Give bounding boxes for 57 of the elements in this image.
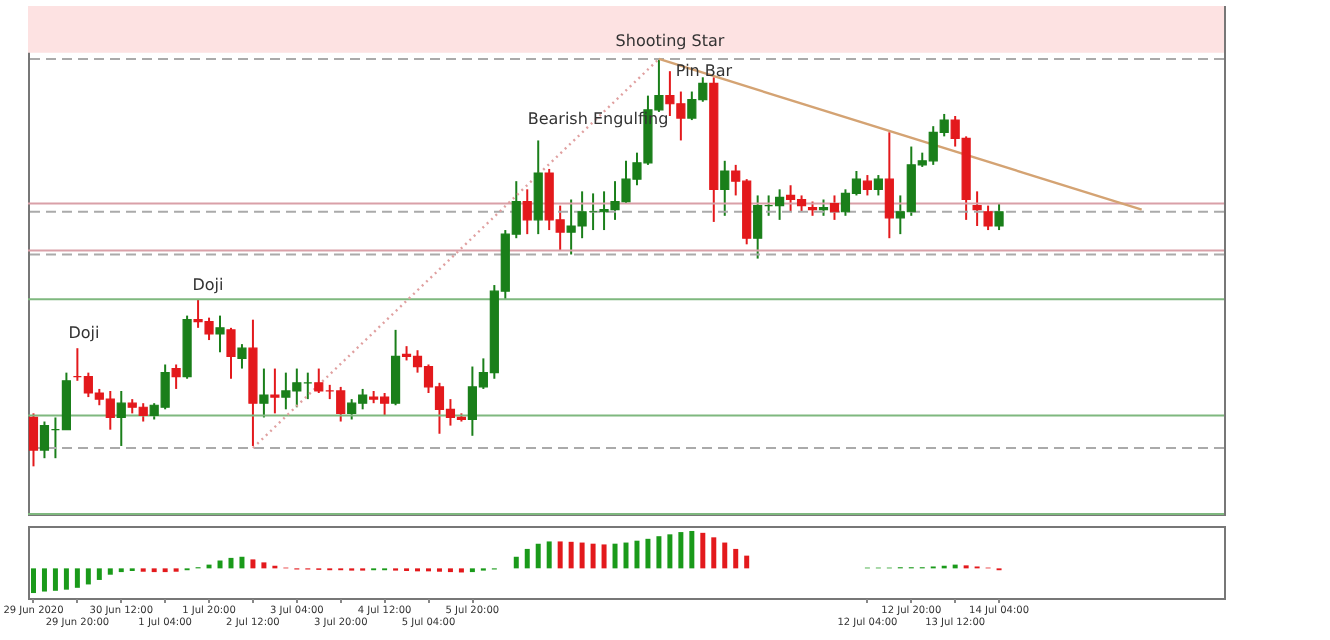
bar	[601, 544, 607, 569]
candlestick	[226, 326, 236, 380]
bar	[634, 540, 640, 569]
bar	[623, 542, 629, 569]
bar	[656, 536, 662, 569]
bar	[41, 568, 47, 592]
candlestick	[237, 343, 247, 370]
bar	[513, 556, 519, 569]
candlestick	[720, 159, 730, 217]
candlestick	[171, 363, 181, 390]
bar	[733, 548, 739, 569]
bar	[30, 568, 36, 594]
bar	[557, 541, 563, 569]
bar	[63, 568, 69, 590]
bar	[667, 534, 673, 569]
bar	[579, 542, 585, 569]
bar	[261, 562, 267, 569]
bar	[228, 557, 234, 569]
candlestick	[215, 314, 225, 354]
bar	[612, 543, 618, 569]
bar	[74, 568, 80, 588]
bar	[744, 555, 750, 569]
candlestick	[533, 139, 543, 236]
bar	[107, 568, 113, 575]
candlestick	[28, 412, 39, 468]
candlestick	[390, 328, 401, 407]
bar	[217, 560, 223, 569]
bar	[689, 530, 695, 569]
bar	[546, 541, 552, 569]
bar	[250, 559, 256, 569]
bar	[645, 538, 651, 569]
bar	[711, 537, 717, 569]
bar	[96, 568, 102, 580]
text: Shooting Star	[615, 32, 726, 50]
candlestick	[270, 367, 280, 415]
candlestick	[522, 188, 532, 236]
candlestick	[116, 389, 126, 447]
candlestick	[983, 204, 993, 232]
bar	[85, 568, 91, 585]
candlestick	[994, 202, 1004, 232]
candlestick	[884, 131, 894, 240]
bar	[52, 568, 58, 591]
bar	[568, 541, 574, 569]
candlestick	[873, 174, 883, 197]
candlestick	[259, 367, 269, 419]
bar	[590, 543, 596, 569]
annotation: Doji	[68, 324, 100, 342]
candlestick	[862, 174, 872, 197]
bar	[678, 532, 684, 569]
bar	[535, 543, 541, 569]
candlestick	[972, 190, 982, 227]
candlestick	[829, 194, 840, 221]
bar	[700, 532, 706, 569]
bar	[524, 548, 530, 569]
bar	[239, 556, 245, 569]
bar	[722, 542, 728, 569]
annotation: Doji	[192, 276, 224, 294]
